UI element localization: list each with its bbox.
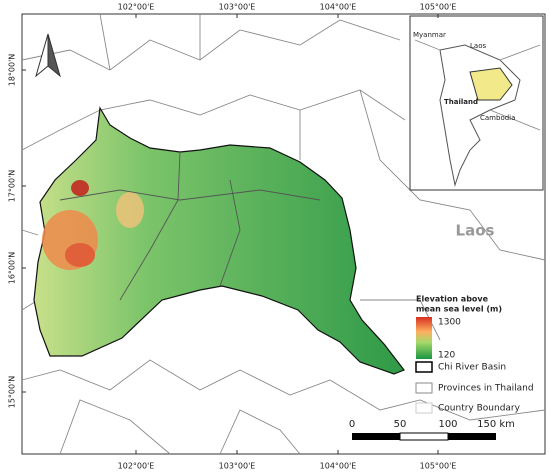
- inset-label: Laos: [470, 42, 486, 50]
- basin: [33, 106, 405, 375]
- longitude-label: 102°00'E: [118, 3, 155, 12]
- legend-item: Country Boundary: [438, 404, 521, 414]
- longitude-label: 103°00'E: [219, 3, 256, 12]
- inset-label: Myanmar: [413, 31, 446, 39]
- inset-label: Thailand: [444, 98, 478, 106]
- longitude-label: 105°00'E: [420, 462, 457, 471]
- latitude-label: 15°00'N: [8, 376, 17, 409]
- legend-min: 120: [438, 351, 455, 361]
- longitude-label: 103°00'E: [219, 462, 256, 471]
- longitude-label: 105°00'E: [420, 3, 457, 12]
- scale-label: 0: [349, 419, 355, 430]
- province-boundaries: [21, 13, 546, 455]
- latitude-label: 18°00'N: [8, 54, 17, 87]
- coordinate-labels: 102°00'E 103°00'E 104°00'E 105°00'E 102°00'E…: [8, 3, 457, 471]
- legend-item: Provinces in Thailand: [438, 384, 534, 394]
- elevation-ramp: [416, 317, 432, 359]
- longitude-label: 104°00'E: [320, 3, 357, 12]
- latitude-label: 17°00'N: [8, 170, 17, 203]
- inset-label: Cambodia: [480, 114, 515, 122]
- country-label: Laos: [456, 222, 495, 240]
- legend-title: Elevation above: [416, 295, 489, 304]
- inset-map: Myanmar Laos Thailand Cambodia: [409, 15, 544, 191]
- legend-item: Chi River Basin: [438, 363, 506, 373]
- latitude-label: 16°00'N: [8, 252, 17, 285]
- legend: Elevation above mean sea level (m) 1300 …: [415, 295, 534, 414]
- scale-label: 100: [438, 419, 457, 430]
- legend-title: mean sea level (m): [416, 305, 502, 314]
- scale-label: 150 km: [477, 419, 515, 430]
- legend-max: 1300: [438, 318, 461, 328]
- scale-label: 50: [394, 419, 407, 430]
- longitude-label: 104°00'E: [320, 462, 357, 471]
- scale-bar: 0 50 100 150 km: [349, 419, 515, 441]
- north-arrow: [35, 33, 61, 78]
- longitude-label: 102°00'E: [118, 462, 155, 471]
